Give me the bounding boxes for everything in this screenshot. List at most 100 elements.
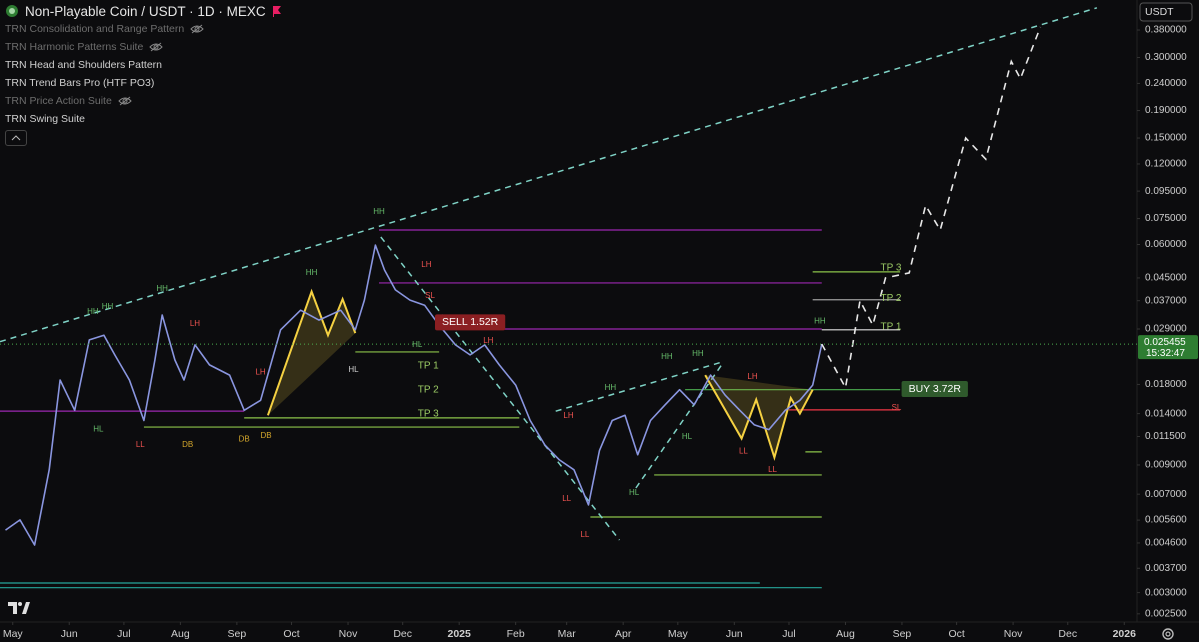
coin-icon [6,5,18,17]
trade-badge: SELL 1.52R [434,314,506,331]
swing-label: DB [260,431,271,440]
price-line [5,244,823,546]
y-tick-label: 0.045000 [1145,273,1187,284]
badge-box [434,314,506,331]
hidden-eye-icon[interactable] [149,42,164,52]
hidden-eye-icon[interactable] [190,24,204,34]
swing-label: HH [814,316,826,325]
swing-label: HL [348,365,359,374]
swing-label: HH [605,383,617,392]
indicator-list: TRN Consolidation and Range Pattern TRN H… [5,20,282,128]
y-tick-label: 0.190000 [1145,105,1187,116]
swing-label: LH [255,367,265,376]
indicator-row[interactable]: TRN Harmonic Patterns Suite [5,38,282,56]
x-tick-label: Oct [948,628,964,640]
y-tick-label: 0.037000 [1145,295,1187,306]
swing-label: HH [102,302,114,311]
indicator-row[interactable]: TRN Head and Shoulders Pattern [5,56,282,74]
swing-label: DB [239,435,250,444]
swing-label: TP 2 [881,293,902,304]
swing-label: HL [412,340,423,349]
swing-label: LL [768,465,777,474]
swing-label: LL [739,447,748,456]
swing-label: HH [306,268,318,277]
x-tick-label: Aug [171,628,190,640]
x-tick-label: Apr [615,628,632,640]
swing-label: LH [563,411,573,420]
y-tick-label: 0.240000 [1145,78,1187,89]
last-price-label: 0.025455 [1144,337,1186,348]
swing-label: HL [629,488,640,497]
collapse-button[interactable] [5,130,27,146]
y-tick-label: 0.029000 [1145,324,1187,335]
swing-label: TP 1 [881,322,902,333]
x-tick-label: Jul [782,628,795,640]
y-tick-label: 0.003000 [1145,587,1187,598]
indicator-row[interactable]: TRN Price Action Suite [5,92,282,110]
hidden-eye-icon[interactable] [118,96,132,106]
y-tick-label: 0.004600 [1145,538,1187,549]
swing-label: TP 1 [418,361,439,372]
swing-label: TP 3 [418,408,439,419]
swing-label: HH [661,352,673,361]
swing-label: LL [136,440,145,449]
tv-logo [8,602,30,614]
swing-label: LH [747,372,757,381]
x-tick-label: Dec [393,628,412,640]
y-tick-label: 0.380000 [1145,25,1187,36]
indicator-row[interactable]: TRN Swing Suite [5,110,282,128]
swing-label: TP 3 [881,263,902,274]
indicator-name: TRN Head and Shoulders Pattern [5,59,163,71]
x-tick-label: Mar [558,628,577,640]
x-tick-label: May [3,628,24,640]
x-tick-label: Oct [283,628,299,640]
symbol-title: Non-Playable Coin / USDT · 1D · MEXC [25,3,266,19]
swing-label: LH [421,260,431,269]
trend-line [0,7,1098,343]
indicator-name: TRN Swing Suite [5,113,85,125]
x-tick-label: 2025 [447,628,471,640]
price-tag [1138,335,1198,360]
badge-label: SELL 1.52R [442,316,499,328]
swing-label: SL [892,403,902,412]
x-tick-label: Feb [507,628,525,640]
currency-label: USDT [1145,6,1174,18]
y-tick-label: 0.075000 [1145,213,1187,224]
x-tick-label: May [668,628,689,640]
trend-line [380,236,621,541]
countdown-label: 15:32:47 [1146,348,1185,359]
swing-label: HH [156,284,168,293]
currency-button[interactable] [1139,2,1193,22]
x-tick-label: Sep [893,628,912,640]
y-tick-label: 0.300000 [1145,52,1187,63]
y-tick-label: 0.120000 [1145,159,1187,170]
indicator-name: TRN Consolidation and Range Pattern [5,23,185,35]
pattern-line [704,374,814,462]
pattern-line [266,288,357,416]
y-tick-label: 0.002500 [1145,608,1187,619]
x-tick-label: Nov [339,628,358,640]
y-tick-label: 0.007000 [1145,489,1187,500]
swing-label: HH [692,349,704,358]
flag-icon[interactable] [272,5,282,17]
pattern-fill [705,375,813,458]
y-tick-label: 0.095000 [1145,186,1187,197]
badge-box [901,381,968,398]
x-tick-label: Sep [228,628,247,640]
indicator-row[interactable]: TRN Trend Bars Pro (HTF PO3) [5,74,282,92]
x-tick-label: Jul [117,628,130,640]
symbol-row: Non-Playable Coin / USDT · 1D · MEXC [5,2,282,20]
x-tick-label: Nov [1004,628,1023,640]
swing-label: LL [562,494,571,503]
trade-badge: BUY 3.72R [901,381,968,398]
x-tick-label: Dec [1058,628,1077,640]
indicator-row[interactable]: TRN Consolidation and Range Pattern [5,20,282,38]
y-tick-label: 0.060000 [1145,239,1187,250]
settings-icon[interactable] [1162,628,1174,640]
indicator-name: TRN Trend Bars Pro (HTF PO3) [5,77,155,89]
swing-label: DB [182,440,193,449]
y-tick-label: 0.150000 [1145,133,1187,144]
